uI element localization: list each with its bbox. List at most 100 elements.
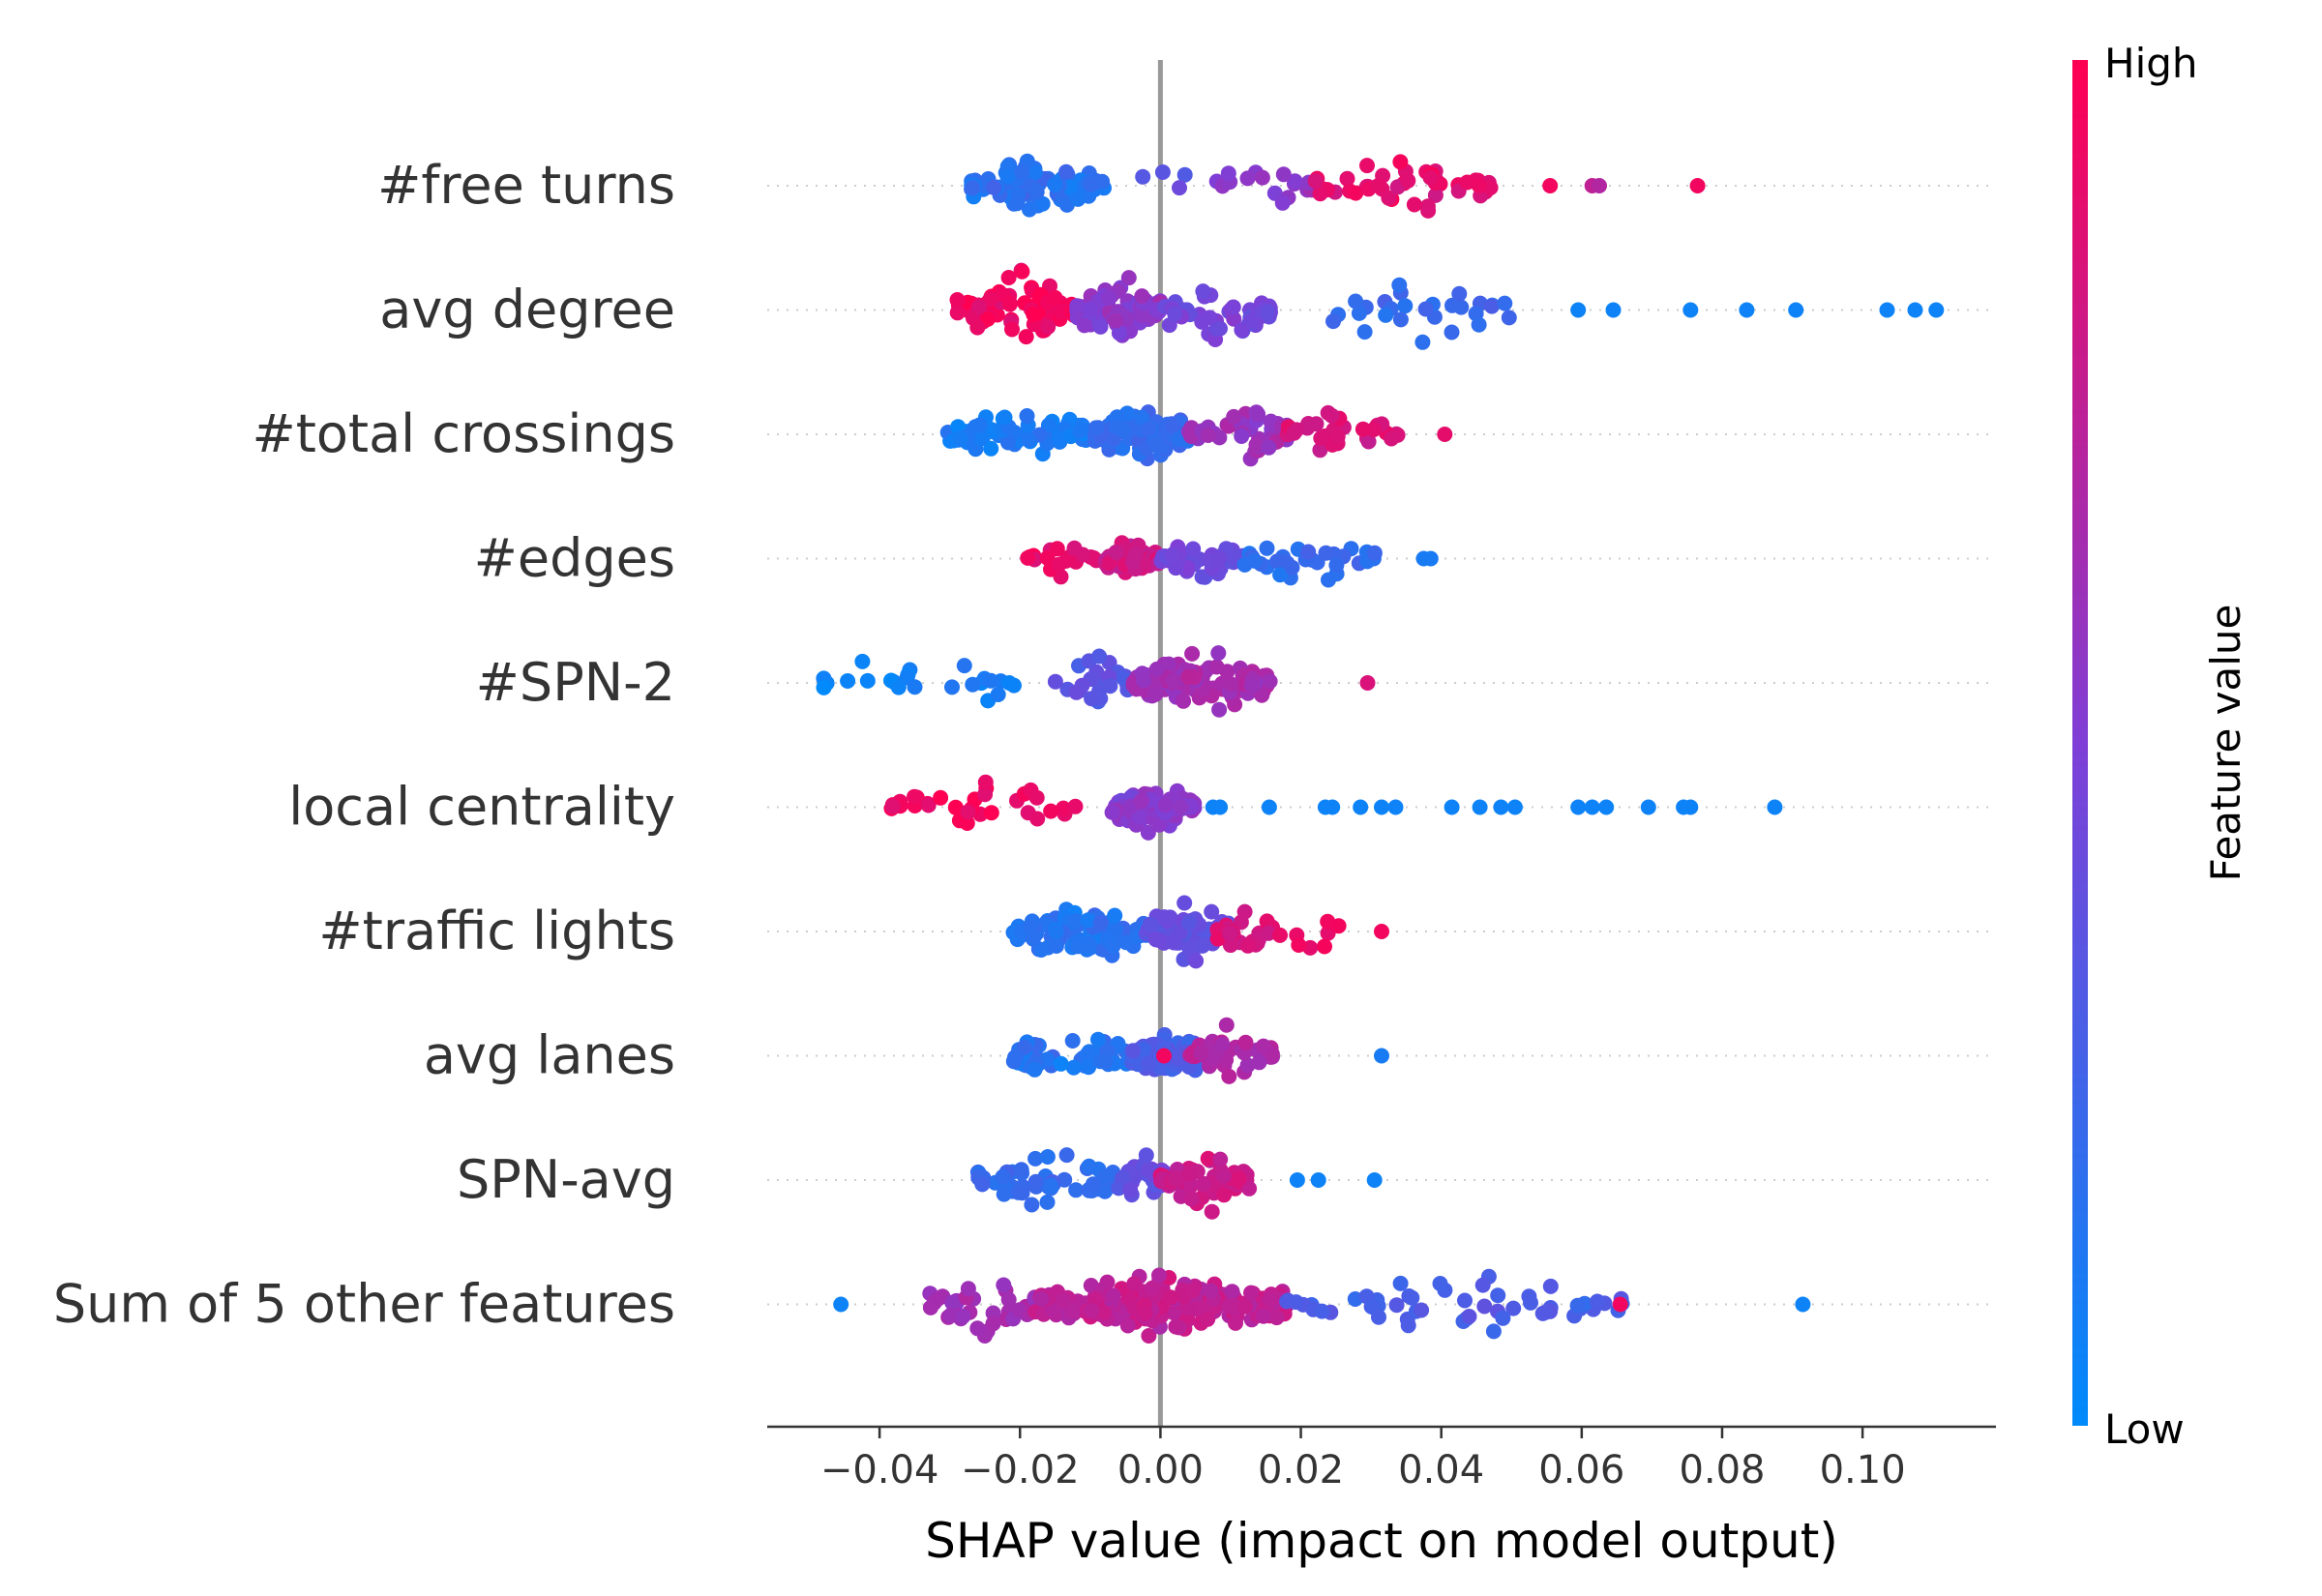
shap-point: [1136, 672, 1151, 689]
shap-point: [1268, 1310, 1285, 1326]
shap-point: [1027, 1061, 1043, 1078]
shap-point: [1330, 918, 1347, 934]
shap-point: [949, 292, 966, 308]
feature-label: SPN-avg: [457, 1149, 675, 1210]
shap-point: [1173, 799, 1189, 815]
shap-point: [1241, 1180, 1258, 1197]
shap-point: [1259, 540, 1275, 556]
shap-point: [1482, 180, 1499, 195]
shap-point: [1360, 433, 1377, 450]
shap-point: [1066, 540, 1083, 556]
shap-point: [972, 430, 989, 447]
shap-point: [1570, 302, 1587, 318]
shap-point: [1018, 329, 1034, 345]
x-tick-label: 0.08: [1679, 1448, 1765, 1493]
shap-point: [1289, 1172, 1305, 1188]
shap-point: [1181, 940, 1198, 957]
shap-point: [1542, 178, 1559, 193]
shap-point: [983, 672, 999, 689]
shap-point: [1181, 914, 1197, 931]
shap-point: [1359, 675, 1376, 691]
shap-point: [1102, 678, 1118, 695]
x-tick-label: −0.04: [820, 1448, 939, 1493]
shap-point: [859, 672, 876, 689]
shap-point: [1084, 1303, 1100, 1319]
shap-point: [1506, 799, 1523, 815]
shap-point: [983, 422, 999, 438]
shap-point: [1444, 799, 1460, 815]
shap-point: [997, 409, 1013, 426]
shap-point: [1069, 298, 1086, 314]
shap-point: [1422, 169, 1439, 186]
shap-point: [1027, 1173, 1044, 1190]
shap-point: [1584, 799, 1600, 815]
shap-point: [1092, 914, 1109, 931]
shap-point: [1682, 799, 1699, 815]
shap-point: [955, 1308, 971, 1324]
shap-point: [1689, 178, 1706, 193]
shap-point: [1200, 1311, 1216, 1327]
shap-point: [985, 1315, 1001, 1332]
shap-point: [1287, 173, 1303, 190]
shap-point: [1204, 903, 1220, 920]
shap-point: [1027, 164, 1043, 181]
x-tick-label: −0.02: [961, 1448, 1080, 1493]
shap-point: [1220, 165, 1236, 182]
shap-point: [1184, 1283, 1201, 1299]
shap-point: [1004, 321, 1020, 338]
shap-point: [1263, 1292, 1278, 1308]
shap-point: [960, 1281, 976, 1297]
shap-point: [1228, 1315, 1243, 1331]
shap-point: [1251, 1054, 1267, 1071]
shap-point: [1490, 1287, 1506, 1304]
shap-point: [1162, 909, 1178, 926]
shap-point: [1243, 1285, 1259, 1301]
shap-point: [1134, 409, 1150, 426]
shap-point: [1212, 1151, 1229, 1167]
x-axis-title: SHAP value (impact on model output): [925, 1513, 1838, 1569]
shap-point: [1166, 1305, 1181, 1321]
shap-point: [1033, 1290, 1050, 1307]
shap-point: [986, 179, 1002, 195]
shap-point: [1013, 1162, 1029, 1178]
shap-point: [1312, 186, 1328, 202]
feature-label: local centrality: [288, 777, 675, 838]
shap-point: [1374, 924, 1389, 939]
shap-point: [1569, 1297, 1586, 1314]
shap-point: [1188, 953, 1205, 969]
shap-point: [1134, 308, 1150, 324]
shap-point: [1047, 673, 1063, 690]
shap-point: [944, 1294, 961, 1311]
shap-point: [983, 805, 999, 821]
shap-point: [1058, 1147, 1075, 1164]
shap-point: [1739, 302, 1755, 318]
shap-point: [1234, 429, 1250, 444]
shap-point: [990, 687, 1006, 702]
shap-point: [1339, 170, 1355, 187]
shap-point: [1092, 318, 1109, 335]
shap-point: [1225, 299, 1241, 315]
shap-point: [1049, 541, 1065, 557]
shap-point: [1147, 686, 1164, 702]
shap-point: [1214, 1036, 1231, 1052]
shap-point: [1105, 938, 1121, 954]
shap-point: [965, 676, 981, 693]
shap-point: [1374, 1048, 1389, 1064]
feature-label: #free turns: [377, 155, 675, 216]
shap-point: [1348, 293, 1364, 310]
shap-point: [1260, 304, 1276, 320]
shap-point: [1354, 421, 1371, 437]
shap-point: [1521, 1288, 1537, 1305]
shap-point: [1039, 549, 1056, 566]
shap-point: [1387, 799, 1404, 815]
shap-point: [1027, 1150, 1044, 1167]
shap-point: [1115, 1169, 1131, 1186]
shap-point: [1120, 270, 1137, 286]
shap-point: [1141, 1056, 1157, 1072]
shap-point: [1154, 164, 1171, 180]
shap-point: [1056, 800, 1072, 816]
shap-point: [1141, 1328, 1157, 1344]
shap-point: [1144, 1280, 1160, 1296]
feature-label: #total crossings: [252, 403, 675, 464]
